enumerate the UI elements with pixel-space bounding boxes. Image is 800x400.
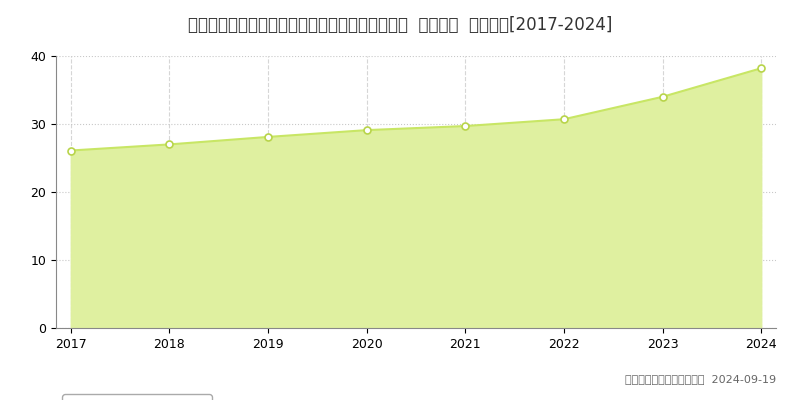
- Point: [656, 94, 669, 100]
- Point: [262, 134, 274, 140]
- Point: [755, 65, 768, 72]
- Point: [163, 141, 176, 148]
- Point: [360, 127, 373, 133]
- Point: [558, 116, 570, 122]
- Point: [459, 123, 472, 129]
- Text: 北海道札幌市西区八軒１条東５丁目７２５番５外  公示地価  地価推移[2017-2024]: 北海道札幌市西区八軒１条東５丁目７２５番５外 公示地価 地価推移[2017-20…: [188, 16, 612, 34]
- Text: （Ｃ）土地価格ドットコム  2024-09-19: （Ｃ）土地価格ドットコム 2024-09-19: [625, 374, 776, 384]
- Legend: 公示地価 平均坪単価(万円/坪): 公示地価 平均坪単価(万円/坪): [62, 394, 211, 400]
- Point: [64, 147, 77, 154]
